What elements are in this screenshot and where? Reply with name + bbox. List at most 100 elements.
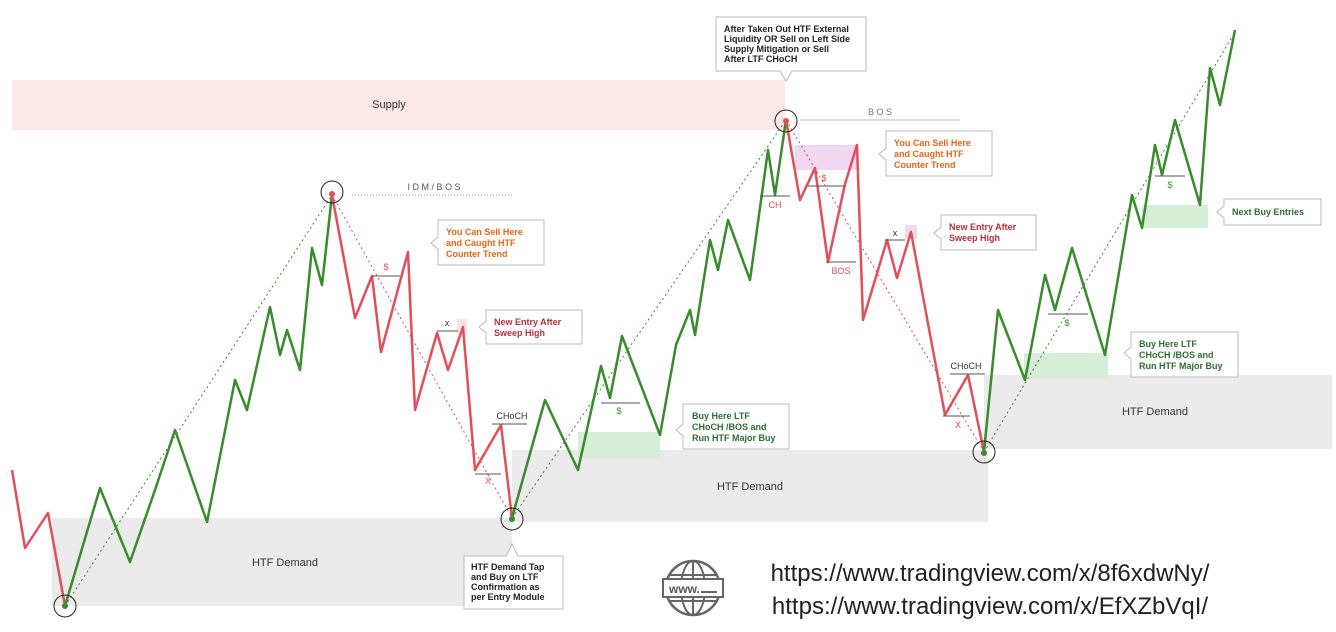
x-red-marker-1: X bbox=[485, 476, 491, 486]
dollar-marker-2: $ bbox=[616, 406, 621, 416]
trendline-3 bbox=[511, 119, 787, 519]
svg-text:Confirmation as: Confirmation as bbox=[471, 582, 540, 592]
svg-text:New Entry After: New Entry After bbox=[949, 222, 1017, 232]
svg-text:Buy Here LTF: Buy Here LTF bbox=[692, 411, 750, 421]
callout-entry-2-line-1: New Entry After bbox=[949, 222, 1017, 232]
swing-circle-4 bbox=[774, 109, 798, 133]
svg-text:After Taken Out HTF External: After Taken Out HTF External bbox=[724, 24, 849, 34]
url-link-2[interactable]: https://www.tradingview.com/x/EfXZbVqI/ bbox=[771, 593, 1209, 620]
globe-icon: www. bbox=[662, 559, 724, 617]
callout-entry-1-line-2: Sweep High bbox=[494, 328, 545, 338]
callout-buy-1-line-2: CHoCH /BOS and bbox=[692, 422, 767, 432]
callout-sell-1-line-3: Counter Trend bbox=[446, 249, 508, 259]
svg-text:Run HTF Major Buy: Run HTF Major Buy bbox=[1139, 361, 1223, 371]
price-path-bear-2 bbox=[784, 119, 986, 453]
callout-tap-line-3: Confirmation as bbox=[471, 582, 540, 592]
bos-top-label: B O S bbox=[868, 107, 892, 117]
sell-zone-3 bbox=[457, 319, 467, 333]
choch-marker-2: CHoCH bbox=[950, 361, 981, 371]
callout-tap-line-4: per Entry Module bbox=[471, 592, 545, 602]
callout-top-line-1: After Taken Out HTF External bbox=[724, 24, 849, 34]
callout-entry-1: New Entry After Sweep High bbox=[478, 309, 583, 345]
url-link-1[interactable]: https://www.tradingview.com/x/8f6xdwNy/ bbox=[770, 560, 1210, 587]
callout-tap: HTF Demand Tap and Buy on LTF Confirmati… bbox=[463, 542, 564, 610]
sell-zone-1 bbox=[795, 145, 857, 170]
trendline-5 bbox=[983, 31, 1236, 453]
svg-text:Counter Trend: Counter Trend bbox=[446, 249, 508, 259]
trendline-1 bbox=[64, 194, 333, 607]
dollar-marker-1: $ bbox=[383, 262, 388, 272]
callout-sell-2-line-1: You Can Sell Here bbox=[894, 138, 971, 148]
supply-zone bbox=[12, 80, 785, 130]
htf-demand-label-3: HTF Demand bbox=[1122, 406, 1188, 418]
callout-sell-2: You Can Sell Here and Caught HTF Counter… bbox=[878, 130, 993, 177]
dollar-marker-3: $ bbox=[821, 173, 826, 183]
callout-sell-1-line-1: You Can Sell Here bbox=[446, 227, 523, 237]
callout-buy-2: Buy Here LTF CHoCH /BOS and Run HTF Majo… bbox=[1123, 331, 1239, 378]
callout-buy-1-line-1: Buy Here LTF bbox=[692, 411, 750, 421]
svg-text:New Entry After: New Entry After bbox=[494, 317, 562, 327]
url-block: https://www.tradingview.com/x/8f6xdwNy/ … bbox=[745, 557, 1235, 623]
bos-red-marker: BOS bbox=[831, 266, 850, 276]
svg-text:and Caught HTF: and Caught HTF bbox=[446, 238, 516, 248]
callout-top-line-3: Supply Mitigation or Sell bbox=[724, 44, 829, 54]
htf-demand-label-1: HTF Demand bbox=[252, 557, 318, 569]
svg-text:You Can Sell Here: You Can Sell Here bbox=[894, 138, 971, 148]
swing-dot-2 bbox=[329, 191, 335, 197]
buy-zone-1 bbox=[578, 432, 660, 458]
dollar-marker-4: $ bbox=[1064, 318, 1069, 328]
price-path-bull-3 bbox=[982, 29, 1237, 453]
globe-icon-text: www. bbox=[668, 582, 700, 596]
callout-entry-2-line-2: Sweep High bbox=[949, 233, 1000, 243]
htf-demand-zone-2 bbox=[512, 450, 988, 522]
swing-dot-4 bbox=[783, 118, 789, 124]
callout-buy-1: Buy Here LTF CHoCH /BOS and Run HTF Majo… bbox=[675, 403, 790, 450]
svg-text:Next Buy Entries: Next Buy Entries bbox=[1232, 207, 1304, 217]
callout-tap-line-1: HTF Demand Tap bbox=[471, 562, 545, 572]
svg-text:Liquidity OR Sell on Left Side: Liquidity OR Sell on Left Side bbox=[724, 34, 850, 44]
callout-next-buy-line-1: Next Buy Entries bbox=[1232, 207, 1304, 217]
swing-circle-1 bbox=[53, 594, 77, 618]
callout-top: After Taken Out HTF External Liquidity O… bbox=[715, 16, 867, 82]
swing-circle-3 bbox=[500, 507, 524, 531]
callout-next-buy: Next Buy Entries bbox=[1216, 198, 1322, 226]
buy-zone-3 bbox=[1142, 205, 1208, 228]
callout-entry-2: New Entry After Sweep High bbox=[933, 214, 1037, 251]
svg-text:After LTF CHoCH: After LTF CHoCH bbox=[724, 54, 797, 64]
ch-marker: CH bbox=[769, 200, 782, 210]
choch-marker-1: CHoCH bbox=[496, 411, 527, 421]
callout-buy-2-line-2: CHoCH /BOS and bbox=[1139, 350, 1214, 360]
trendline-2 bbox=[331, 194, 513, 519]
price-path-bear-1 bbox=[330, 194, 514, 519]
price-path-bull-2 bbox=[510, 119, 788, 519]
svg-text:You Can Sell Here: You Can Sell Here bbox=[446, 227, 523, 237]
x-marker-2: x bbox=[893, 228, 898, 238]
callout-tap-line-2: and Buy on LTF bbox=[471, 572, 539, 582]
htf-demand-zone-3 bbox=[984, 375, 1332, 449]
svg-text:and Buy on LTF: and Buy on LTF bbox=[471, 572, 539, 582]
callout-sell-2-line-3: Counter Trend bbox=[894, 160, 956, 170]
svg-text:and Caught HTF: and Caught HTF bbox=[894, 149, 964, 159]
htf-demand-label-2: HTF Demand bbox=[717, 481, 783, 493]
callout-top-line-2: Liquidity OR Sell on Left Side bbox=[724, 34, 850, 44]
price-path-bull-1 bbox=[63, 194, 334, 607]
svg-text:Counter Trend: Counter Trend bbox=[894, 160, 956, 170]
buy-zone-2 bbox=[1024, 353, 1108, 378]
supply-label: Supply bbox=[372, 99, 406, 111]
callout-sell-1-line-2: and Caught HTF bbox=[446, 238, 516, 248]
x-marker-1: x bbox=[445, 318, 450, 328]
x-red-marker-2: X bbox=[955, 420, 961, 430]
svg-text:Buy Here LTF: Buy Here LTF bbox=[1139, 339, 1197, 349]
callout-top-line-4: After LTF CHoCH bbox=[724, 54, 797, 64]
svg-text:Supply Mitigation or Sell: Supply Mitigation or Sell bbox=[724, 44, 829, 54]
svg-text:per Entry Module: per Entry Module bbox=[471, 592, 545, 602]
swing-circle-5 bbox=[972, 440, 996, 464]
svg-text:HTF Demand Tap: HTF Demand Tap bbox=[471, 562, 545, 572]
svg-text:Sweep High: Sweep High bbox=[494, 328, 545, 338]
svg-text:Sweep High: Sweep High bbox=[949, 233, 1000, 243]
callout-sell-2-line-2: and Caught HTF bbox=[894, 149, 964, 159]
idm-bos-label: I D M / B O S bbox=[407, 182, 460, 192]
price-path-bear-0 bbox=[10, 469, 67, 607]
dollar-marker-5: $ bbox=[1167, 180, 1172, 190]
